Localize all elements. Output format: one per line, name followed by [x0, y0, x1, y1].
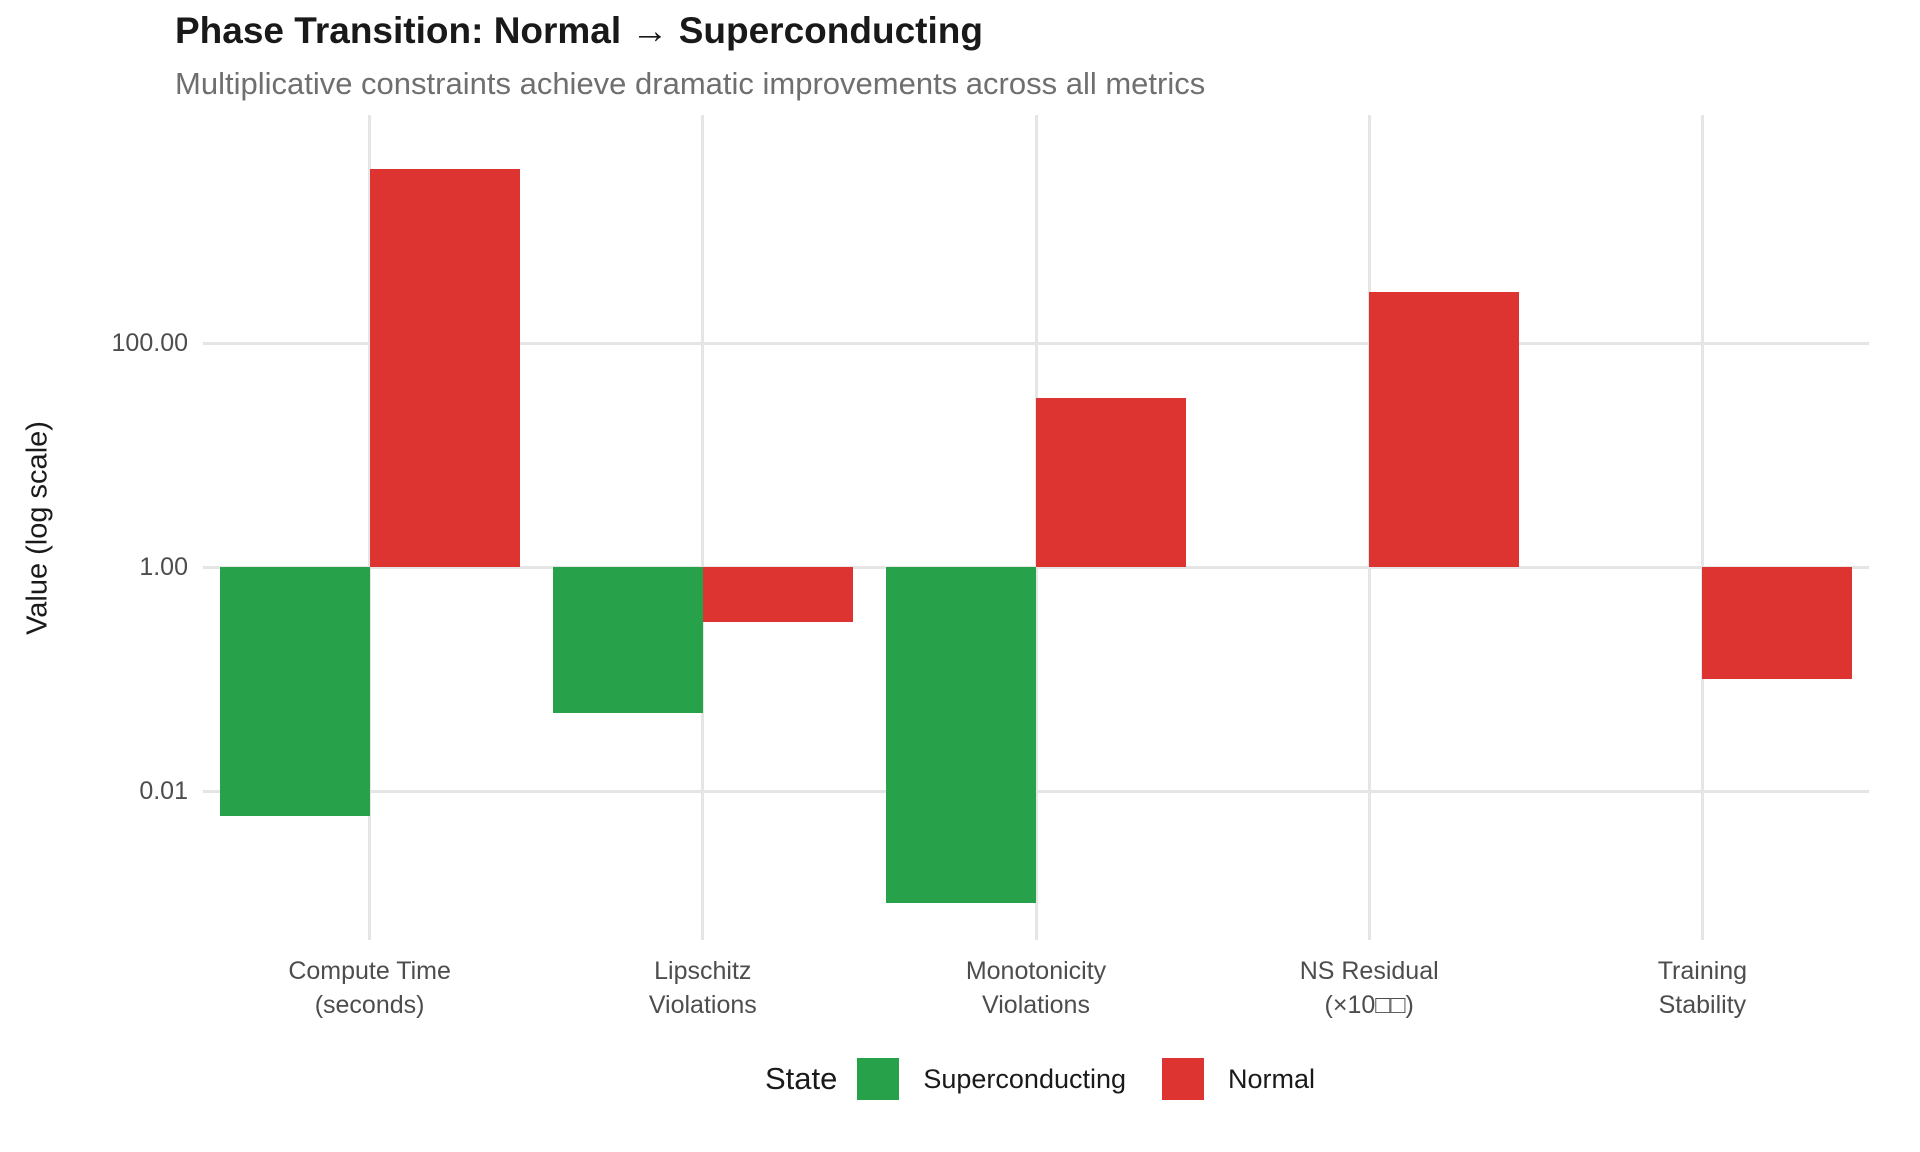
- bar-normal-compute-time: [369, 168, 520, 567]
- legend-label-normal: Normal: [1228, 1063, 1316, 1094]
- legend-item-normal: Normal: [1162, 1058, 1315, 1100]
- legend-title: State: [764, 1061, 838, 1096]
- chart-title: Phase Transition: Normal → Superconducti…: [175, 10, 983, 51]
- x-axis-label-training: Training Stability: [1657, 957, 1748, 1019]
- y-axis-title: Value (log scale): [21, 421, 54, 635]
- bar-normal-ns-residual: [1369, 292, 1520, 567]
- legend: State Superconducting Normal: [80, 1058, 1920, 1100]
- gridline-x-training: [1700, 115, 1704, 940]
- bar-superconducting-lipschitz: [552, 567, 703, 713]
- legend-swatch-normal: [1162, 1058, 1205, 1100]
- y-tick-label-0.01: 0.01: [139, 777, 188, 805]
- bar-normal-training: [1702, 567, 1853, 679]
- plot-panel: [203, 115, 1869, 940]
- gridline-x-lipschitz: [701, 115, 705, 940]
- x-axis-label-ns-residual: NS Residual (×10□□): [1299, 957, 1439, 1019]
- bar-normal-monotonicity: [1036, 398, 1186, 567]
- legend-item-superconducting: Superconducting: [857, 1058, 1126, 1100]
- legend-swatch-superconducting: [857, 1058, 900, 1100]
- y-tick-label-100.00: 100.00: [111, 329, 188, 357]
- bar-superconducting-compute-time: [219, 567, 370, 816]
- bar-superconducting-monotonicity: [886, 567, 1036, 903]
- y-tick-label-1.00: 1.00: [139, 553, 188, 581]
- x-axis-label-compute-time: Compute Time (seconds): [288, 957, 451, 1019]
- chart-subtitle: Multiplicative constraints achieve drama…: [175, 66, 1206, 101]
- x-axis-label-monotonicity: Monotonicity Violations: [965, 957, 1107, 1019]
- bar-normal-lipschitz: [702, 567, 853, 623]
- x-axis-label-lipschitz: Lipschitz Violations: [648, 957, 757, 1019]
- legend-label-superconducting: Superconducting: [923, 1063, 1127, 1094]
